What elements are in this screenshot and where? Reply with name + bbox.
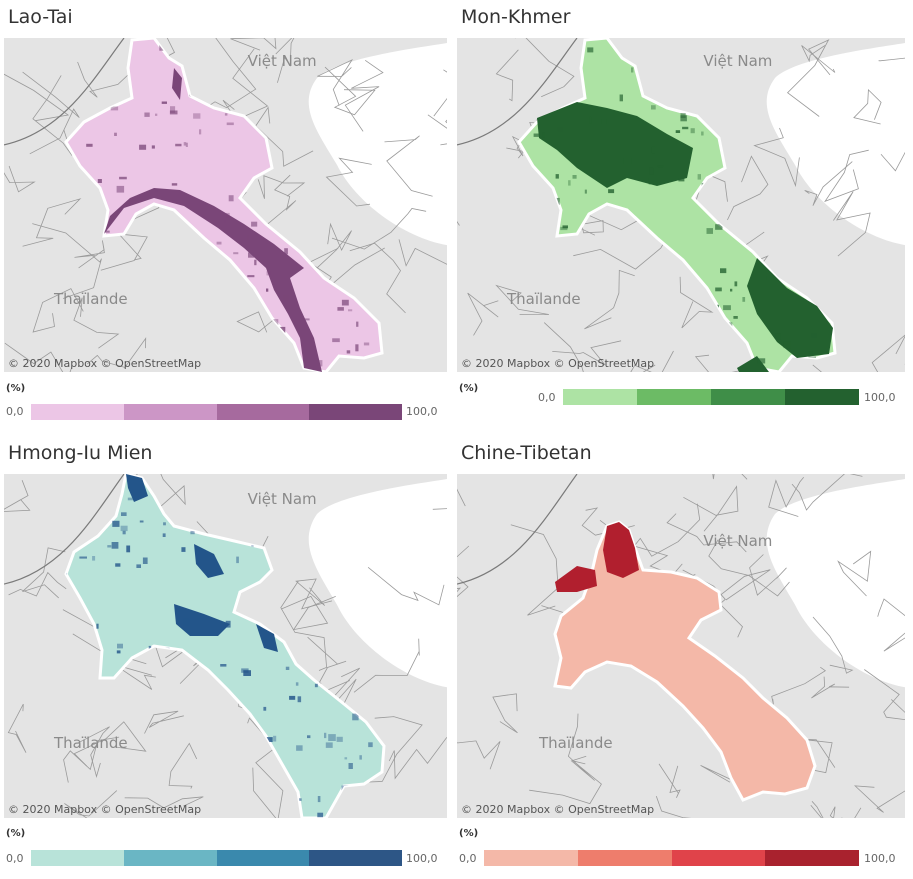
- map-attribution: © 2020 Mapbox © OpenStreetMap: [461, 357, 655, 370]
- legend-color-scale: [31, 850, 402, 866]
- map-canvas: Việt Nam Thaïlande: [4, 474, 447, 818]
- panel-title: Chine-Tibetan: [461, 442, 592, 464]
- high-share-areas: [104, 68, 322, 372]
- legend-swatch: [309, 850, 402, 866]
- legend-swatch: [123, 404, 217, 420]
- sea-area: [766, 479, 905, 688]
- map-canvas: Việt Nam Thaïlande: [457, 38, 905, 372]
- label-thailand: Thaïlande: [538, 734, 613, 752]
- country-border: [4, 474, 125, 585]
- legend-max: 100,0: [406, 405, 438, 418]
- country-border: [457, 38, 578, 146]
- label-thailand: Thaïlande: [506, 290, 581, 308]
- legend-swatch: [711, 389, 785, 405]
- legend-swatch: [123, 850, 217, 866]
- sea-area: [308, 43, 447, 246]
- legend-max: 100,0: [864, 391, 896, 404]
- legend-swatch: [785, 389, 859, 405]
- legend-min: 0,0: [538, 391, 556, 404]
- legend-unit: (%): [459, 383, 479, 394]
- label-thailand: Thaïlande: [53, 290, 128, 308]
- country-border: [4, 38, 125, 146]
- high-share-areas: [126, 474, 278, 652]
- legend-unit: (%): [459, 828, 479, 839]
- panel-title: Lao-Tai: [8, 6, 73, 28]
- legend-unit: (%): [6, 828, 26, 839]
- legend-unit: (%): [6, 383, 26, 394]
- legend-swatch: [637, 389, 711, 405]
- panel-title: Hmong-Iu Mien: [8, 442, 153, 464]
- legend-color-scale: [563, 389, 859, 405]
- legend-swatch: [765, 850, 859, 866]
- map-canvas: Việt Nam Thaïlande: [457, 474, 905, 818]
- sea-area: [766, 43, 905, 246]
- map[interactable]: Việt Nam Thaïlande © 2020 Mapbox © OpenSt…: [4, 38, 447, 372]
- legend-max: 100,0: [864, 852, 896, 865]
- legend-max: 100,0: [406, 852, 438, 865]
- map[interactable]: Việt Nam Thaïlande © 2020 Mapbox © OpenSt…: [4, 474, 447, 818]
- legend-swatch: [31, 850, 124, 866]
- label-vietnam: Việt Nam: [703, 52, 772, 70]
- high-share-areas: [537, 102, 833, 372]
- label-vietnam: Việt Nam: [703, 532, 772, 550]
- legend-swatch: [484, 850, 578, 866]
- legend-min: 0,0: [6, 852, 24, 865]
- legend-swatch: [216, 850, 310, 866]
- legend-swatch: [309, 404, 402, 420]
- legend-swatch: [577, 850, 672, 866]
- legend-min: 0,0: [459, 852, 477, 865]
- sea-area: [308, 479, 447, 688]
- label-vietnam: Việt Nam: [248, 490, 317, 508]
- legend-min: 0,0: [6, 405, 24, 418]
- high-share-areas: [555, 522, 639, 592]
- legend-swatch: [216, 404, 310, 420]
- map-attribution: © 2020 Mapbox © OpenStreetMap: [8, 803, 202, 816]
- legend-swatch: [671, 850, 766, 866]
- map[interactable]: Việt Nam Thaïlande © 2020 Mapbox © OpenSt…: [457, 474, 905, 818]
- map-canvas: Việt Nam Thaïlande: [4, 38, 447, 372]
- legend-swatch: [563, 389, 637, 405]
- legend-color-scale: [484, 850, 859, 866]
- map-attribution: © 2020 Mapbox © OpenStreetMap: [8, 357, 202, 370]
- label-thailand: Thaïlande: [53, 734, 128, 752]
- label-vietnam: Việt Nam: [248, 52, 317, 70]
- legend-color-scale: [31, 404, 402, 420]
- map[interactable]: Việt Nam Thaïlande © 2020 Mapbox © OpenSt…: [457, 38, 905, 372]
- map-attribution: © 2020 Mapbox © OpenStreetMap: [461, 803, 655, 816]
- panel-title: Mon-Khmer: [461, 6, 571, 28]
- laos-region: [553, 520, 817, 802]
- country-border: [457, 474, 578, 585]
- legend-swatch: [31, 404, 124, 420]
